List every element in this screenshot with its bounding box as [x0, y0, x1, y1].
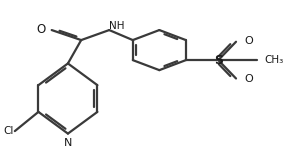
Text: NH: NH [109, 21, 124, 31]
Text: N: N [64, 138, 72, 148]
Text: S: S [214, 54, 223, 67]
Text: O: O [244, 74, 253, 84]
Text: Cl: Cl [3, 126, 13, 136]
Text: CH₃: CH₃ [264, 55, 283, 65]
Text: O: O [244, 36, 253, 46]
Text: O: O [37, 23, 46, 36]
